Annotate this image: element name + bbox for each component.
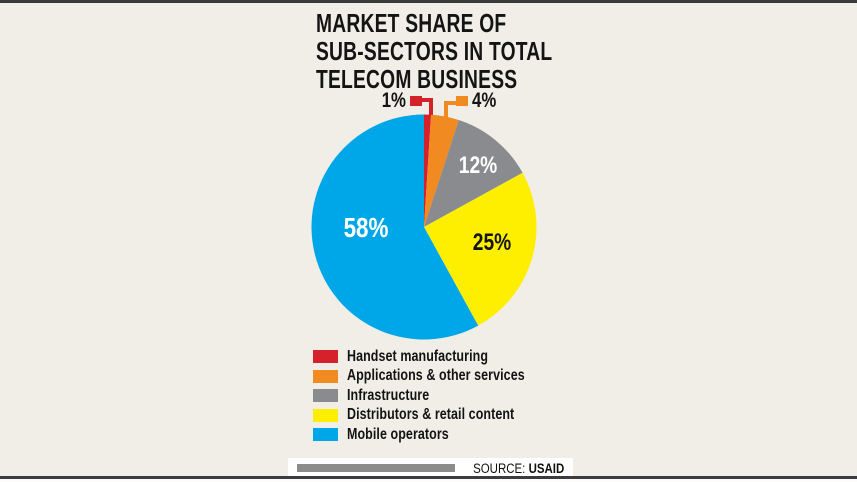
- pie-slice-infrastructure: [424, 120, 523, 227]
- source-name: USAID: [528, 461, 564, 476]
- leader-line-handset-v: [429, 98, 433, 117]
- legend-row-applications: Applications & other services: [313, 367, 575, 384]
- legend-swatch-infrastructure: [313, 389, 338, 402]
- callout-marker-handset: [410, 96, 422, 106]
- legend-label-applications: Applications & other services: [347, 367, 525, 384]
- chart-title-line-2: SUB-SECTORS IN TOTAL: [316, 36, 553, 66]
- legend-row-distributors: Distributors & retail content: [313, 406, 575, 423]
- pie-chart-container: [311, 114, 537, 340]
- legend-label-distributors: Distributors & retail content: [347, 406, 515, 423]
- top-rule: [0, 0, 857, 3]
- callout-marker-applications: [456, 96, 468, 106]
- source-text: SOURCE: USAID: [473, 461, 564, 476]
- pie-value-label-distributors: 25%: [472, 229, 512, 256]
- legend-swatch-distributors: [313, 408, 338, 422]
- pie-callout-label-handset: 1%: [381, 89, 406, 112]
- leader-line-applications-v: [444, 101, 448, 119]
- leader-line-applications-h: [444, 101, 458, 105]
- source-strip: SOURCE: USAID: [288, 458, 573, 478]
- pie-callout-label-applications: 4%: [472, 89, 497, 112]
- source-prefix: SOURCE:: [472, 461, 529, 476]
- pie-slice-applications-other-services: [424, 114, 459, 227]
- chart-title-line-3: TELECOM BUSINESS: [316, 64, 518, 94]
- pie-slice-mobile-operators: [311, 114, 479, 340]
- legend: Handset manufacturing Applications & oth…: [313, 347, 575, 448]
- legend-row-handset: Handset manufacturing: [313, 347, 575, 365]
- bottom-rule: [0, 476, 857, 479]
- pie-value-label-infrastructure: 12%: [458, 152, 498, 179]
- source-divider-bar: [297, 464, 455, 472]
- legend-label-infrastructure: Infrastructure: [347, 386, 430, 404]
- legend-swatch-handset: [313, 350, 338, 363]
- chart-title-line-1: MARKET SHARE OF: [316, 8, 507, 38]
- pie-slice-distributors-retail-content: [424, 172, 537, 326]
- legend-row-infrastructure: Infrastructure: [313, 386, 575, 404]
- leader-line-handset-h: [421, 98, 433, 102]
- pie-chart: [311, 114, 537, 340]
- legend-row-mobile-operators: Mobile operators: [313, 425, 575, 443]
- bottom-white-edge: [0, 479, 857, 482]
- legend-label-handset: Handset manufacturing: [347, 347, 489, 365]
- pie-slice-handset-manufacturing: [424, 114, 432, 227]
- pie-value-label-mobile-operators: 58%: [343, 212, 389, 243]
- legend-swatch-mobile-operators: [313, 428, 338, 441]
- chart-title: MARKET SHARE OF SUB-SECTORS IN TOTAL TEL…: [316, 9, 552, 93]
- legend-swatch-applications: [313, 369, 338, 383]
- legend-label-mobile-operators: Mobile operators: [347, 425, 449, 443]
